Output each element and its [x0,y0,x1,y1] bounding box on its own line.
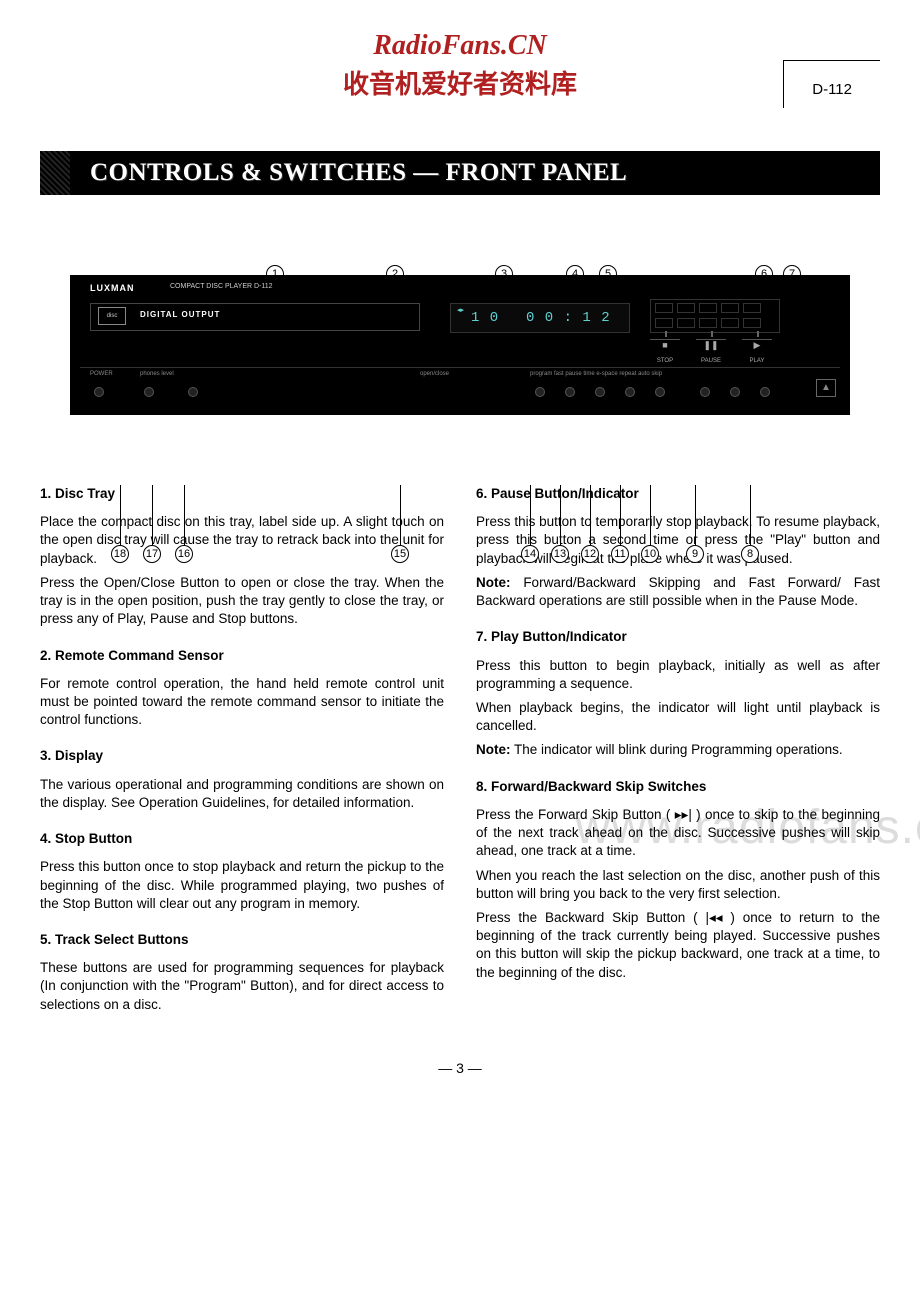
item-paragraph: Press this button once to stop playback … [40,858,444,913]
item-heading: 8. Forward/Backward Skip Switches [476,778,880,796]
display-panel: ◂▸ 1 0 0 0 : 1 2 [450,303,630,333]
item-paragraph: When playback begins, the indicator will… [476,699,880,735]
device-brand-label: LUXMAN [90,283,135,293]
callout-number: 13 [551,545,569,563]
model-number-box: D-112 [783,60,880,108]
callout-lead [560,485,561,545]
callout-number: 15 [391,545,409,563]
item-paragraph: Press the Forward Skip Button ( ▸▸| ) on… [476,806,880,861]
device-illustration: LUXMAN COMPACT DISC PLAYER D-112 disc DI… [70,275,850,415]
item-paragraph: Press this button to begin playback, ini… [476,657,880,693]
callout-number: 10 [641,545,659,563]
control-dot-icon [565,387,575,397]
control-dot-icon [655,387,665,397]
description-columns: 1. Disc Tray Place the compact disc on t… [40,485,880,1020]
item-paragraph: The various operational and programming … [40,776,444,812]
item-heading: 6. Pause Button/Indicator [476,485,880,503]
control-dot-icon [730,387,740,397]
front-panel-diagram: 1234567 LUXMAN COMPACT DISC PLAYER D-112… [70,275,850,415]
stop-button-icon: ■STOP [650,339,680,353]
callout-number: 12 [581,545,599,563]
item-heading: 2. Remote Command Sensor [40,647,444,665]
control-dot-icon [535,387,545,397]
lower-controls-row [70,375,850,409]
model-number: D-112 [812,81,852,98]
callout-lead [620,485,621,545]
note-text: The indicator will blink during Programm… [511,742,843,757]
item-paragraph: For remote control operation, the hand h… [40,675,444,730]
callout-lead [650,485,651,545]
level-knob-icon [188,387,198,397]
callout-number: 14 [521,545,539,563]
callout-lead [184,485,185,545]
track-select-grid [650,299,780,333]
callout-number: 11 [611,545,629,563]
item-note: Note: The indicator will blink during Pr… [476,741,880,759]
brand-en: RadioFans.CN [40,30,880,62]
item-paragraph: Press the Open/Close Button to open or c… [40,574,444,629]
section-title-bar: CONTROLS & SWITCHES — FRONT PANEL [40,151,880,195]
device-sub-label: COMPACT DISC PLAYER D-112 [170,283,273,290]
control-dot-icon [760,387,770,397]
note-label: Note: [476,742,511,757]
right-column: 6. Pause Button/Indicator Press this but… [476,485,880,1020]
control-dot-icon [700,387,710,397]
transport-buttons: ■STOP ❚❚PAUSE ▶PLAY [650,339,772,353]
callout-number: 18 [111,545,129,563]
callout-number: 9 [686,545,704,563]
display-track: 1 0 [471,310,499,326]
item-heading: 5. Track Select Buttons [40,931,444,949]
callout-lead [152,485,153,545]
callout-lead [750,485,751,545]
callout-lead [530,485,531,545]
panel-divider [80,367,840,368]
openclose-button-icon: ▲ [816,379,836,397]
callout-number: 16 [175,545,193,563]
item-heading: 7. Play Button/Indicator [476,628,880,646]
disc-logo-icon: disc [98,307,126,325]
item-paragraph: Press the Backward Skip Button ( |◂◂ ) o… [476,909,880,982]
callout-lead [400,485,401,545]
item-paragraph: These buttons are used for programming s… [40,959,444,1014]
item-note: Note: Forward/Backward Skipping and Fast… [476,574,880,610]
callout-number: 17 [143,545,161,563]
callout-lead [590,485,591,545]
control-dot-icon [625,387,635,397]
digital-output-label: DIGITAL OUTPUT [140,310,220,319]
play-button-icon: ▶PLAY [742,339,772,353]
item-paragraph: Place the compact disc on this tray, lab… [40,513,444,568]
callout-lead [120,485,121,545]
display-time: 0 0 : 1 2 [526,310,611,326]
note-text: Forward/Backward Skipping and Fast Forwa… [476,575,880,608]
item-heading: 1. Disc Tray [40,485,444,503]
watermark-brand: RadioFans.CN 收音机爱好者资料库 [40,30,880,101]
control-dot-icon [595,387,605,397]
left-column: 1. Disc Tray Place the compact disc on t… [40,485,444,1020]
callout-number: 8 [741,545,759,563]
pause-button-icon: ❚❚PAUSE [696,339,726,353]
section-title: CONTROLS & SWITCHES — FRONT PANEL [90,159,627,186]
item-heading: 4. Stop Button [40,830,444,848]
item-paragraph: When you reach the last selection on the… [476,867,880,903]
item-heading: 3. Display [40,747,444,765]
display-glyph-icon: ◂▸ [457,306,464,314]
callout-lead [695,485,696,545]
note-label: Note: [476,575,511,590]
page-number: — 3 — [40,1060,880,1076]
phones-jack-icon [144,387,154,397]
brand-cn: 收音机爱好者资料库 [40,64,880,101]
power-knob-icon [94,387,104,397]
